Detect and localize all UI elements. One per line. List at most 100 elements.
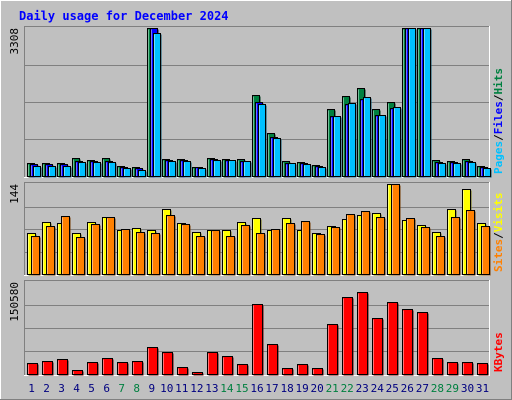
legend-separator: / xyxy=(492,232,505,239)
day-label-30: 30 xyxy=(461,382,474,395)
day-label-20: 20 xyxy=(310,382,323,395)
day-label-9: 9 xyxy=(148,382,155,395)
bar-sites-day-19-body xyxy=(301,221,310,275)
bar-pages-day-22-body xyxy=(348,103,356,177)
bar-kbytes-day-23-body xyxy=(357,292,368,375)
bar-pages-day-26-body xyxy=(408,28,416,177)
bar-kbytes-day-18 xyxy=(282,368,294,376)
day-label-5: 5 xyxy=(88,382,95,395)
bar-kbytes-day-8 xyxy=(132,361,144,376)
bar-pages-day-28 xyxy=(438,163,447,178)
bar-kbytes-day-16 xyxy=(252,304,264,376)
bar-sites-day-22 xyxy=(346,214,356,276)
legend-separator: / xyxy=(492,134,505,141)
day-label-3: 3 xyxy=(58,382,65,395)
bar-kbytes-day-5-body xyxy=(87,362,98,375)
bar-kbytes-day-8-body xyxy=(132,361,143,375)
bar-kbytes-day-31 xyxy=(477,363,489,376)
bar-sites-day-28 xyxy=(436,236,446,276)
bar-kbytes-day-31-body xyxy=(477,363,488,375)
bar-sites-day-31-body xyxy=(481,226,490,275)
bar-sites-day-6 xyxy=(106,217,116,276)
bar-sites-day-25-body xyxy=(391,184,400,275)
panel-hits-legend: Pages/Files/Hits xyxy=(492,68,505,174)
bar-pages-day-2-body xyxy=(48,166,56,177)
day-label-16: 16 xyxy=(250,382,263,395)
bar-sites-day-4 xyxy=(76,237,86,276)
bar-sites-day-12-body xyxy=(196,236,205,275)
day-label-31: 31 xyxy=(476,382,489,395)
bar-pages-day-2 xyxy=(48,166,57,178)
bar-kbytes-day-6 xyxy=(102,358,114,376)
day-label-4: 4 xyxy=(73,382,80,395)
bar-kbytes-day-22 xyxy=(342,297,354,376)
day-label-6: 6 xyxy=(103,382,110,395)
bar-kbytes-day-1-body xyxy=(27,363,38,375)
bar-pages-day-3-body xyxy=(63,166,71,177)
day-label-27: 27 xyxy=(416,382,429,395)
bar-pages-day-15 xyxy=(243,161,252,178)
bar-sites-day-1-body xyxy=(31,236,40,275)
bar-kbytes-day-20-body xyxy=(312,368,323,375)
bar-pages-day-12 xyxy=(198,168,207,178)
bar-kbytes-day-12-body xyxy=(192,372,203,375)
bar-kbytes-day-19-body xyxy=(297,364,308,375)
legend-visits: Visits xyxy=(492,193,505,233)
bar-kbytes-day-21 xyxy=(327,324,339,376)
panel-visits-max-label: 144 xyxy=(8,184,21,204)
bar-kbytes-day-29 xyxy=(447,362,459,376)
bar-pages-day-16-body xyxy=(258,104,266,177)
bar-kbytes-day-11 xyxy=(177,367,189,376)
bar-kbytes-day-7 xyxy=(117,362,129,376)
bar-pages-day-28-body xyxy=(438,163,446,177)
bar-kbytes-day-22-body xyxy=(342,297,353,375)
bar-kbytes-day-17-body xyxy=(267,344,278,375)
bar-pages-day-25 xyxy=(393,107,402,178)
bar-pages-day-15-body xyxy=(243,161,251,177)
bar-sites-day-10 xyxy=(166,215,176,276)
bar-pages-day-23 xyxy=(363,97,372,178)
bar-kbytes-day-24-body xyxy=(372,318,383,375)
bar-pages-day-9 xyxy=(153,33,162,178)
bar-kbytes-day-2-body xyxy=(42,361,53,375)
bar-sites-day-15 xyxy=(241,225,251,276)
bar-sites-day-30 xyxy=(466,210,476,276)
bar-pages-day-19-body xyxy=(303,164,311,177)
bar-pages-day-4-body xyxy=(78,162,86,177)
bar-sites-day-10-body xyxy=(166,215,175,275)
bar-sites-day-3 xyxy=(61,216,71,276)
bar-sites-day-13-body xyxy=(211,230,220,275)
bar-pages-day-27 xyxy=(423,28,432,178)
bar-kbytes-day-4 xyxy=(72,370,84,376)
bar-kbytes-day-14 xyxy=(222,356,234,376)
bar-sites-day-12 xyxy=(196,236,206,276)
day-label-21: 21 xyxy=(326,382,339,395)
bar-kbytes-day-15 xyxy=(237,364,249,376)
bar-sites-day-21-body xyxy=(331,227,340,275)
bar-kbytes-day-16-body xyxy=(252,304,263,375)
bar-sites-day-14-body xyxy=(226,236,235,275)
day-label-19: 19 xyxy=(295,382,308,395)
bar-pages-day-10 xyxy=(168,161,177,178)
bar-sites-day-3-body xyxy=(61,216,70,275)
bar-pages-day-1 xyxy=(33,166,42,178)
day-label-26: 26 xyxy=(401,382,414,395)
bar-pages-day-8 xyxy=(138,170,147,178)
legend-separator: / xyxy=(492,94,505,101)
bar-pages-day-11 xyxy=(183,161,192,178)
bar-kbytes-day-28 xyxy=(432,358,444,376)
bar-sites-day-11 xyxy=(181,224,191,276)
bar-kbytes-day-20 xyxy=(312,368,324,376)
day-label-7: 7 xyxy=(118,382,125,395)
day-label-15: 15 xyxy=(235,382,248,395)
bar-pages-day-8-body xyxy=(138,170,146,177)
bar-pages-day-21 xyxy=(333,116,342,178)
bar-pages-day-5 xyxy=(93,162,102,178)
day-label-18: 18 xyxy=(280,382,293,395)
bar-pages-day-31 xyxy=(483,168,492,178)
bar-sites-day-7 xyxy=(121,229,131,276)
bar-sites-day-24 xyxy=(376,217,386,276)
bar-pages-day-7 xyxy=(123,168,132,178)
bar-pages-day-31-body xyxy=(483,168,491,177)
bar-kbytes-day-4-body xyxy=(72,370,83,375)
